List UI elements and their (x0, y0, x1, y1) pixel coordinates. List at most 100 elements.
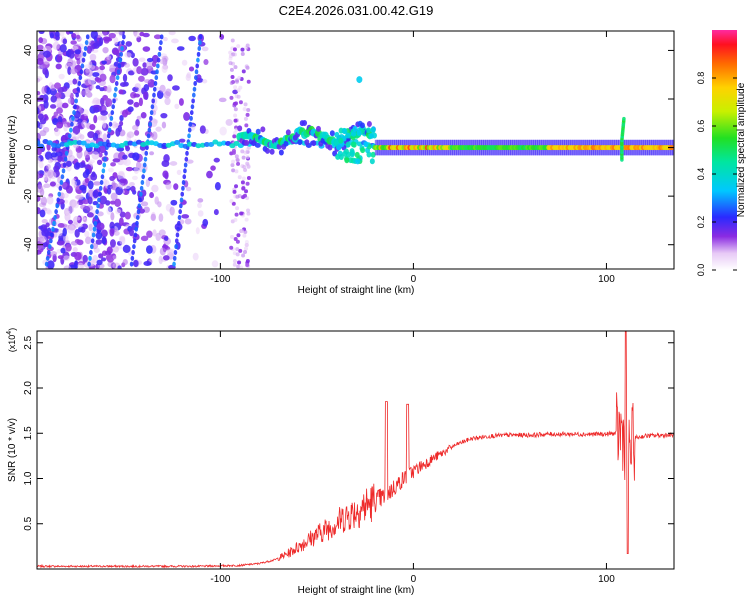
heatmap-cell (95, 209, 99, 215)
heatmap-cell (140, 235, 149, 242)
heatmap-cell (113, 37, 119, 45)
heatmap-cell (54, 100, 63, 107)
heatmap-cell (49, 238, 53, 244)
heatmap-cell (329, 130, 335, 137)
snr-frame (36, 330, 675, 570)
heatmap-cell (278, 149, 284, 156)
heatmap-cell (157, 51, 162, 57)
heatmap-cell (85, 205, 94, 211)
heatmap-cell (351, 141, 357, 148)
heatmap-cell (107, 127, 112, 133)
heatmap-cell (82, 199, 90, 205)
heatmap-cell (72, 246, 78, 253)
heatmap-cell (244, 217, 249, 222)
heatmap-cell (106, 142, 113, 148)
heatmap-cell (311, 140, 317, 147)
spectrogram-ylabel: Frequency (Hz) (7, 116, 18, 185)
heatmap-cell (188, 66, 195, 72)
heatmap-cell (173, 183, 179, 191)
heatmap-cell (168, 31, 176, 36)
heatmap-cell (139, 185, 144, 191)
heatmap-cell (119, 115, 124, 122)
heatmap-cell (55, 203, 59, 209)
heatmap-cell (161, 64, 168, 74)
heatmap-cell (37, 147, 42, 156)
heatmap-cell (239, 211, 244, 216)
heatmap-cell (283, 140, 289, 147)
heatmap-cell (119, 51, 123, 57)
heatmap-cell (78, 162, 86, 168)
heatmap-cell (245, 43, 250, 48)
heatmap-cell (213, 209, 219, 216)
heatmap-cell (101, 236, 107, 245)
heatmap-cell (56, 121, 64, 129)
heatmap-cell (132, 57, 139, 67)
heatmap-cell (95, 232, 103, 240)
spec-xtick-label: 0 (411, 274, 417, 285)
heatmap-cell (102, 31, 108, 37)
heatmap-cell (148, 121, 152, 127)
heatmap-cell (243, 168, 248, 173)
heatmap-cell (125, 41, 133, 47)
heatmap-cell (167, 74, 173, 82)
heatmap-cell (59, 180, 64, 186)
heatmap-cell (82, 254, 88, 264)
heatmap-cell (107, 167, 114, 173)
heatmap-cell (114, 80, 119, 86)
heatmap-cell (241, 155, 246, 160)
heatmap-cell (52, 41, 60, 50)
heatmap-cell (70, 40, 77, 45)
heatmap-cell (152, 92, 156, 98)
heatmap-cell (108, 121, 113, 127)
heatmap-cell (104, 150, 108, 156)
heatmap-cell (165, 182, 172, 190)
heatmap-cell (92, 254, 99, 264)
heatmap-cell (127, 99, 134, 105)
heatmap-cell (240, 51, 245, 56)
heatmap-cell (40, 196, 48, 206)
heatmap-cell (338, 137, 344, 144)
heatmap-cell (244, 123, 249, 128)
snr-xtick-label: -100 (210, 574, 230, 585)
heatmap-cell (38, 37, 44, 44)
heatmap-cell (132, 124, 139, 131)
heatmap-cell (195, 227, 200, 235)
heatmap-cell (68, 50, 75, 59)
heatmap-cell (109, 175, 116, 181)
snr-xtick-label: 100 (598, 574, 615, 585)
heatmap-cell (241, 186, 246, 191)
heatmap-cell (38, 225, 44, 230)
heatmap-cell (56, 107, 63, 114)
heatmap-cell (50, 232, 54, 238)
heatmap-cell (237, 175, 242, 180)
heatmap-cell (195, 63, 200, 69)
heatmap-cell (55, 92, 62, 99)
heatmap-cell (187, 127, 192, 133)
heatmap-cell (136, 115, 142, 120)
heatmap-cell (181, 214, 190, 219)
heatmap-cell (622, 116, 626, 121)
heatmap-cell (132, 259, 139, 268)
heatmap-cell (360, 147, 366, 154)
heatmap-cell (178, 98, 184, 106)
heatmap-cell (196, 51, 201, 57)
heatmap-cell (137, 203, 142, 209)
heatmap-cell (356, 129, 362, 136)
heatmap-cell (102, 178, 108, 186)
heatmap-cell (93, 115, 98, 124)
heatmap-cell (246, 211, 251, 216)
heatmap-cell (143, 156, 148, 162)
heatmap-cell (102, 162, 107, 168)
heatmap-cell (142, 162, 147, 168)
heatmap-cell (228, 54, 233, 59)
heatmap-cell (140, 180, 145, 186)
spec-xtick-label: -100 (210, 274, 230, 285)
heatmap-cell (198, 34, 203, 40)
heatmap-cell (79, 184, 87, 191)
spec-ytick-label: -20 (23, 188, 34, 203)
heatmap-cell (58, 73, 65, 80)
heatmap-cell (69, 68, 78, 75)
heatmap-cell (54, 82, 62, 89)
heatmap-cell (246, 108, 251, 113)
heatmap-cell (241, 69, 246, 74)
